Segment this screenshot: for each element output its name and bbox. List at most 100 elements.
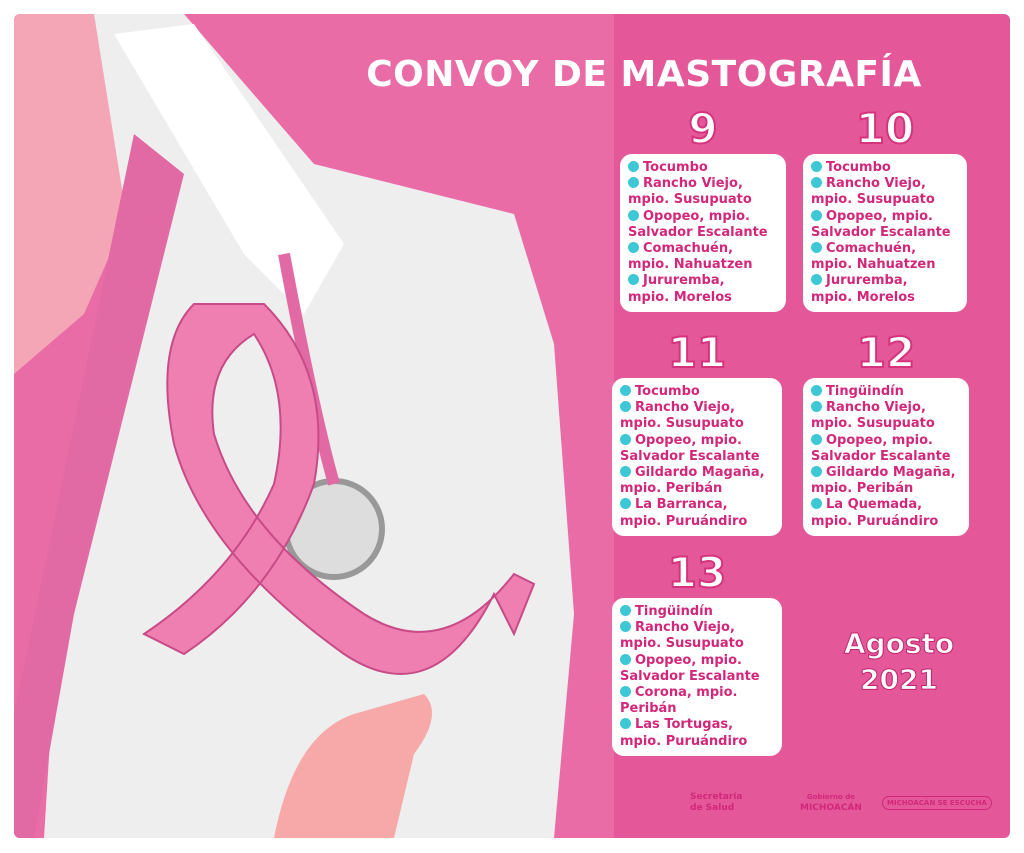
location-line: Gildardo Magaña, xyxy=(811,465,961,481)
logo-salud: Secretaría de Salud xyxy=(690,792,742,814)
location-text: Peribán xyxy=(620,701,677,717)
bullet xyxy=(620,653,631,665)
location-text: mpio. Susupuato xyxy=(628,192,752,208)
location-text: Rancho Viejo, xyxy=(643,176,743,192)
location-line: Opopeo, mpio. xyxy=(620,653,774,669)
bullet xyxy=(811,274,822,286)
location-line: Peribán xyxy=(620,701,774,717)
location-text: mpio. Susupuato xyxy=(620,416,744,432)
location-text: Opopeo, mpio. xyxy=(635,432,742,448)
location-text: mpio. Puruándiro xyxy=(620,733,748,749)
location-text: La Quemada, xyxy=(826,497,923,513)
logo-text: Gobierno de xyxy=(806,793,856,801)
location-line: mpio. Susupuato xyxy=(620,636,774,652)
location-text: Tocumbo xyxy=(826,160,891,175)
location-line: Tocumbo xyxy=(811,160,959,176)
bullet xyxy=(620,605,631,616)
location-text: mpio. Morelos xyxy=(628,289,732,305)
bullet xyxy=(811,242,822,254)
location-line: mpio. Puruándiro xyxy=(620,514,774,530)
bullet xyxy=(628,161,639,172)
location-text: mpio. Susupuato xyxy=(620,636,744,652)
location-line: Rancho Viejo, xyxy=(628,176,778,192)
title: CONVOY DE MASTOGRAFÍA xyxy=(366,54,922,95)
day-card: Tocumbo Rancho Viejo, mpio. Susupuato Opope… xyxy=(803,154,967,312)
location-line: Opopeo, mpio. xyxy=(620,433,774,449)
location-text: mpio. Morelos xyxy=(811,289,915,305)
location-line: mpio. Morelos xyxy=(811,290,959,306)
location-line: Rancho Viejo, xyxy=(620,400,774,416)
location-text: Rancho Viejo, xyxy=(635,620,735,636)
logo-text: MICHOACÁN xyxy=(800,803,862,813)
location-text: La Barranca, xyxy=(635,497,728,513)
location-text: Tocumbo xyxy=(635,384,700,399)
day-number: 9 xyxy=(687,103,718,154)
location-line: Rancho Viejo, xyxy=(811,176,959,192)
bullet xyxy=(811,401,822,413)
bullet xyxy=(620,466,631,478)
location-line: Rancho Viejo, xyxy=(811,400,961,416)
location-text: Tocumbo xyxy=(643,160,708,175)
day-number: 11 xyxy=(667,327,727,378)
location-line: Gildardo Magaña, xyxy=(620,465,774,481)
logo-gobierno: Gobierno de MICHOACÁN xyxy=(800,792,862,814)
bullet xyxy=(811,161,822,172)
bullet xyxy=(628,209,639,221)
location-text: mpio. Susupuato xyxy=(811,416,935,432)
illustration xyxy=(14,14,614,838)
location-text: Comachuén, xyxy=(826,241,917,257)
location-line: Salvador Escalante xyxy=(620,669,774,685)
bullet xyxy=(620,621,631,633)
location-text: Jururemba, xyxy=(826,273,908,289)
location-text: Salvador Escalante xyxy=(628,224,768,240)
logo-text: Secretaría xyxy=(690,792,743,802)
bullet xyxy=(811,466,822,478)
location-text: Rancho Viejo, xyxy=(635,400,735,416)
location-line: Salvador Escalante xyxy=(620,449,774,465)
day-card: Tocumbo Rancho Viejo, mpio. Susupuato Opope… xyxy=(620,154,786,312)
location-line: mpio. Susupuato xyxy=(811,416,961,432)
location-text: Salvador Escalante xyxy=(811,448,951,464)
bullet xyxy=(628,274,639,286)
location-text: Salvador Escalante xyxy=(811,224,951,240)
bullet xyxy=(628,177,639,189)
location-text: Tingüindín xyxy=(826,384,904,399)
location-line: Jururemba, xyxy=(811,273,959,289)
location-line: Tingüindín xyxy=(811,384,961,400)
location-line: Tocumbo xyxy=(620,384,774,400)
location-text: mpio. Susupuato xyxy=(811,192,935,208)
day-number: 10 xyxy=(855,103,915,154)
day-card: Tingüindín Rancho Viejo, mpio. Susupuato Op… xyxy=(612,598,782,756)
bullet xyxy=(620,498,631,510)
bullet xyxy=(811,209,822,221)
location-line: Opopeo, mpio. xyxy=(628,209,778,225)
location-line: mpio. Susupuato xyxy=(628,192,778,208)
bullet xyxy=(811,433,822,445)
location-text: Corona, mpio. xyxy=(635,685,738,701)
location-text: mpio. Nahuatzen xyxy=(811,257,936,273)
location-text: Opopeo, mpio. xyxy=(826,208,933,224)
date: Agosto 2021 xyxy=(804,626,994,698)
day-card: Tocumbo Rancho Viejo, mpio. Susupuato Opope… xyxy=(612,378,782,536)
bullet xyxy=(811,498,822,510)
location-text: Rancho Viejo, xyxy=(826,176,926,192)
bullet xyxy=(620,401,631,413)
bullet xyxy=(811,177,822,189)
month: Agosto xyxy=(843,627,955,661)
footer-logos: Secretaría de Salud Gobierno de MICHOACÁN … xyxy=(650,786,992,826)
location-line: La Barranca, xyxy=(620,497,774,513)
location-text: Opopeo, mpio. xyxy=(826,432,933,448)
location-text: Las Tortugas, xyxy=(635,717,734,733)
location-text: mpio. Puruándiro xyxy=(620,513,748,529)
bullet xyxy=(620,718,631,730)
location-line: Jururemba, xyxy=(628,273,778,289)
location-line: mpio. Puruándiro xyxy=(620,734,774,750)
location-text: mpio. Peribán xyxy=(811,481,914,497)
location-text: Salvador Escalante xyxy=(620,448,760,464)
location-line: Comachuén, xyxy=(628,241,778,257)
location-line: mpio. Puruándiro xyxy=(811,514,961,530)
poster: CONVOY DE MASTOGRAFÍA 9 Tocumbo Rancho Vie… xyxy=(14,14,1010,838)
location-line: Salvador Escalante xyxy=(628,225,778,241)
bullet xyxy=(811,385,822,396)
